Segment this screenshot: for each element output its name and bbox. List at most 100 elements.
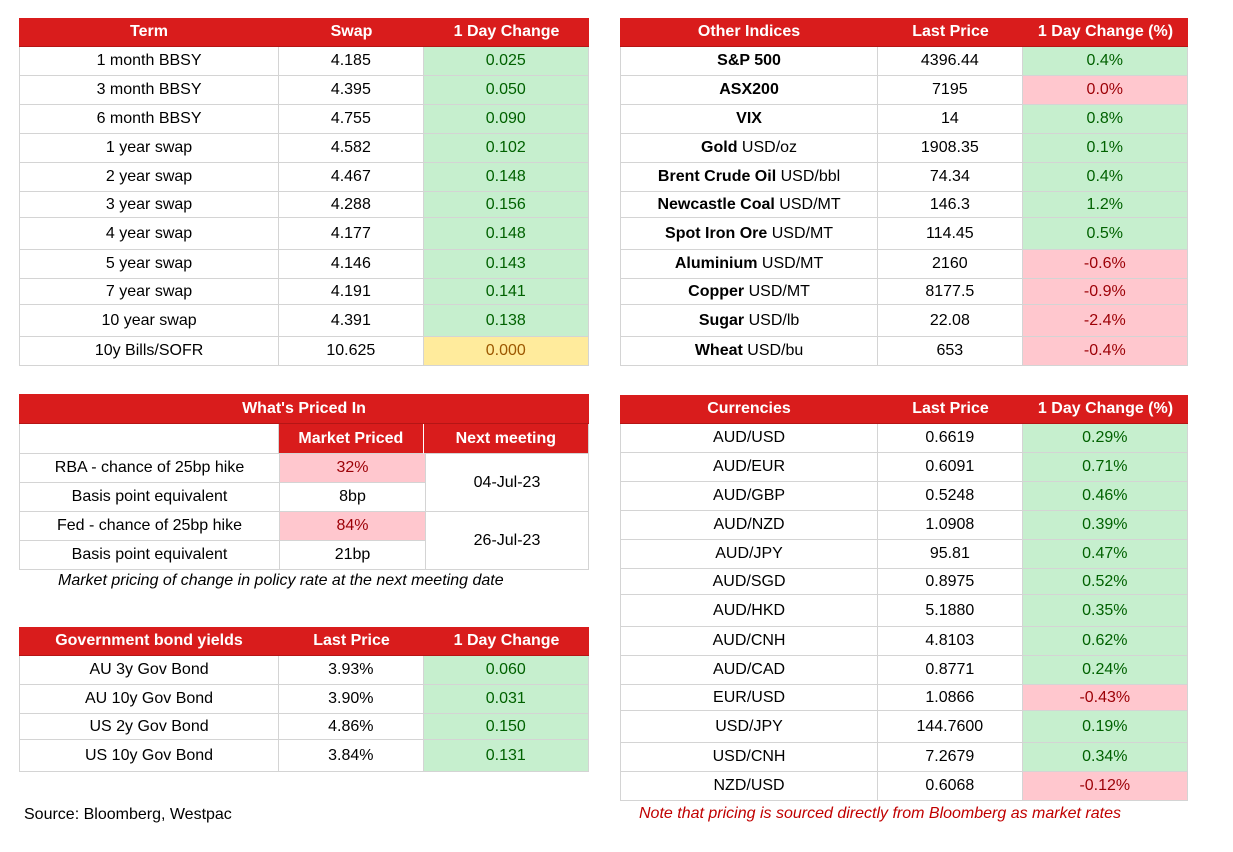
swap-change-cell: 0.148 bbox=[423, 163, 589, 192]
currencies-header-row: Currencies Last Price 1 Day Change (%) bbox=[620, 395, 1188, 424]
rba-meeting-date: 04-Jul-23 bbox=[425, 454, 588, 512]
index-change-cell: 0.1% bbox=[1022, 134, 1187, 163]
index-name: ASX200 bbox=[719, 81, 779, 98]
swap-change-cell: 0.090 bbox=[423, 105, 589, 134]
index-change-cell: 0.8% bbox=[1022, 105, 1187, 134]
table-row: Brent Crude Oil USD/bbl 74.34 0.4% bbox=[620, 163, 1188, 192]
swap-rates-table: Term Swap 1 Day Change 1 month BBSY 4.185… bbox=[19, 18, 589, 366]
table-row: AUD/CAD 0.8771 0.24% bbox=[620, 656, 1188, 685]
currency-pair-cell: USD/CNH bbox=[621, 743, 879, 772]
rba-row: RBA - chance of 25bp hike 32% bbox=[20, 454, 425, 483]
swap-term-cell: 4 year swap bbox=[20, 218, 280, 250]
currency-price-cell: 7.2679 bbox=[878, 743, 1023, 772]
bonds-col-price: Last Price bbox=[279, 627, 424, 656]
index-price-cell: 7195 bbox=[878, 76, 1023, 105]
index-unit: USD/oz bbox=[737, 139, 798, 156]
index-change-cell: 0.4% bbox=[1022, 47, 1187, 76]
swap-header-row: Term Swap 1 Day Change bbox=[19, 18, 589, 47]
swap-change-cell: 0.138 bbox=[423, 305, 589, 337]
currency-pair-cell: AUD/EUR bbox=[621, 453, 879, 482]
rba-label: RBA - chance of 25bp hike bbox=[20, 454, 280, 483]
bond-price-cell: 3.84% bbox=[279, 740, 424, 772]
table-row: S&P 500 4396.44 0.4% bbox=[620, 47, 1188, 76]
table-row: AUD/HKD 5.1880 0.35% bbox=[620, 595, 1188, 627]
swap-term-cell: 7 year swap bbox=[20, 279, 280, 305]
priced-in-blank-cell bbox=[20, 424, 280, 454]
currency-pair-cell: AUD/GBP bbox=[621, 482, 879, 511]
swap-body: 1 month BBSY 4.185 0.025 3 month BBSY 4.395 0… bbox=[19, 47, 589, 366]
bond-name-cell: US 2y Gov Bond bbox=[20, 714, 280, 740]
index-name: Copper bbox=[688, 282, 745, 300]
swap-change-cell: 0.025 bbox=[423, 47, 589, 76]
indices-header-row: Other Indices Last Price 1 Day Change (%… bbox=[620, 18, 1188, 47]
priced-in-fed-block: Fed - chance of 25bp hike 84% Basis poin… bbox=[19, 512, 589, 570]
currency-change-cell: -0.12% bbox=[1022, 772, 1187, 801]
index-name: Wheat bbox=[694, 342, 743, 359]
index-price-cell: 1908.35 bbox=[878, 134, 1023, 163]
table-row: AUD/JPY 95.81 0.47% bbox=[620, 540, 1188, 569]
table-row: 3 month BBSY 4.395 0.050 bbox=[19, 76, 589, 105]
currencies-col-pair: Currencies bbox=[620, 395, 878, 424]
source-note: Source: Bloomberg, Westpac bbox=[24, 806, 232, 823]
fed-label: Fed - chance of 25bp hike bbox=[20, 512, 280, 541]
table-row: AUD/USD 0.6619 0.29% bbox=[620, 424, 1188, 453]
index-name: Spot Iron Ore bbox=[665, 224, 768, 242]
index-name-cell: Newcastle Coal USD/MT bbox=[621, 192, 879, 218]
table-row: USD/JPY 144.7600 0.19% bbox=[620, 711, 1188, 743]
fed-meeting-date: 26-Jul-23 bbox=[425, 512, 588, 570]
fed-bp-label: Basis point equivalent bbox=[20, 541, 280, 570]
swap-term-cell: 5 year swap bbox=[20, 250, 280, 279]
table-row: Sugar USD/lb 22.08 -2.4% bbox=[620, 305, 1188, 337]
pricing-note: Note that pricing is sourced directly fr… bbox=[639, 805, 1121, 822]
currency-price-cell: 4.8103 bbox=[878, 627, 1023, 656]
currency-change-cell: 0.52% bbox=[1022, 569, 1187, 595]
table-row: Copper USD/MT 8177.5 -0.9% bbox=[620, 279, 1188, 305]
swap-change-cell: 0.143 bbox=[423, 250, 589, 279]
index-name-cell: VIX bbox=[621, 105, 879, 134]
table-row: 6 month BBSY 4.755 0.090 bbox=[19, 105, 589, 134]
currency-change-cell: 0.29% bbox=[1022, 424, 1187, 453]
index-price-cell: 22.08 bbox=[878, 305, 1023, 337]
swap-change-cell: 0.156 bbox=[423, 192, 589, 218]
swap-term-cell: 1 month BBSY bbox=[20, 47, 280, 76]
table-row: Gold USD/oz 1908.35 0.1% bbox=[620, 134, 1188, 163]
currency-pair-cell: AUD/JPY bbox=[621, 540, 879, 569]
index-price-cell: 114.45 bbox=[878, 218, 1023, 250]
index-price-cell: 8177.5 bbox=[878, 279, 1023, 305]
index-name-cell: Gold USD/oz bbox=[621, 134, 879, 163]
index-name-cell: Spot Iron Ore USD/MT bbox=[621, 218, 879, 250]
bond-change-cell: 0.150 bbox=[423, 714, 589, 740]
index-change-cell: 0.5% bbox=[1022, 218, 1187, 250]
fed-bp-value: 21bp bbox=[280, 541, 425, 570]
index-price-cell: 14 bbox=[878, 105, 1023, 134]
swap-value-cell: 10.625 bbox=[279, 337, 424, 366]
currency-change-cell: 0.39% bbox=[1022, 511, 1187, 540]
table-row: VIX 14 0.8% bbox=[620, 105, 1188, 134]
fed-bp-row: Basis point equivalent 21bp bbox=[20, 541, 425, 570]
table-row: 1 year swap 4.582 0.102 bbox=[19, 134, 589, 163]
table-row: AU 10y Gov Bond 3.90% 0.031 bbox=[19, 685, 589, 714]
index-name-cell: Wheat USD/bu bbox=[621, 337, 879, 366]
other-indices-table: Other Indices Last Price 1 Day Change (%… bbox=[620, 18, 1188, 366]
indices-col-price: Last Price bbox=[878, 18, 1023, 47]
currency-price-cell: 0.8975 bbox=[878, 569, 1023, 595]
currency-pair-cell: USD/JPY bbox=[621, 711, 879, 743]
currencies-body: AUD/USD 0.6619 0.29% AUD/EUR 0.6091 0.71% AUD/… bbox=[620, 424, 1188, 801]
currency-change-cell: 0.71% bbox=[1022, 453, 1187, 482]
index-unit: USD/MT bbox=[757, 255, 824, 272]
priced-in-title: What's Priced In bbox=[19, 394, 589, 424]
indices-col-name: Other Indices bbox=[620, 18, 878, 47]
swap-value-cell: 4.391 bbox=[279, 305, 424, 337]
rba-value: 32% bbox=[280, 454, 425, 483]
swap-value-cell: 4.146 bbox=[279, 250, 424, 279]
index-change-cell: 0.4% bbox=[1022, 163, 1187, 192]
index-name: Newcastle Coal bbox=[657, 195, 775, 213]
index-unit: USD/MT bbox=[774, 195, 841, 213]
bond-change-cell: 0.031 bbox=[423, 685, 589, 714]
table-row: US 10y Gov Bond 3.84% 0.131 bbox=[19, 740, 589, 772]
swap-value-cell: 4.467 bbox=[279, 163, 424, 192]
swap-change-cell: 0.102 bbox=[423, 134, 589, 163]
index-price-cell: 74.34 bbox=[878, 163, 1023, 192]
index-unit: USD/bu bbox=[742, 342, 804, 359]
table-row: 2 year swap 4.467 0.148 bbox=[19, 163, 589, 192]
